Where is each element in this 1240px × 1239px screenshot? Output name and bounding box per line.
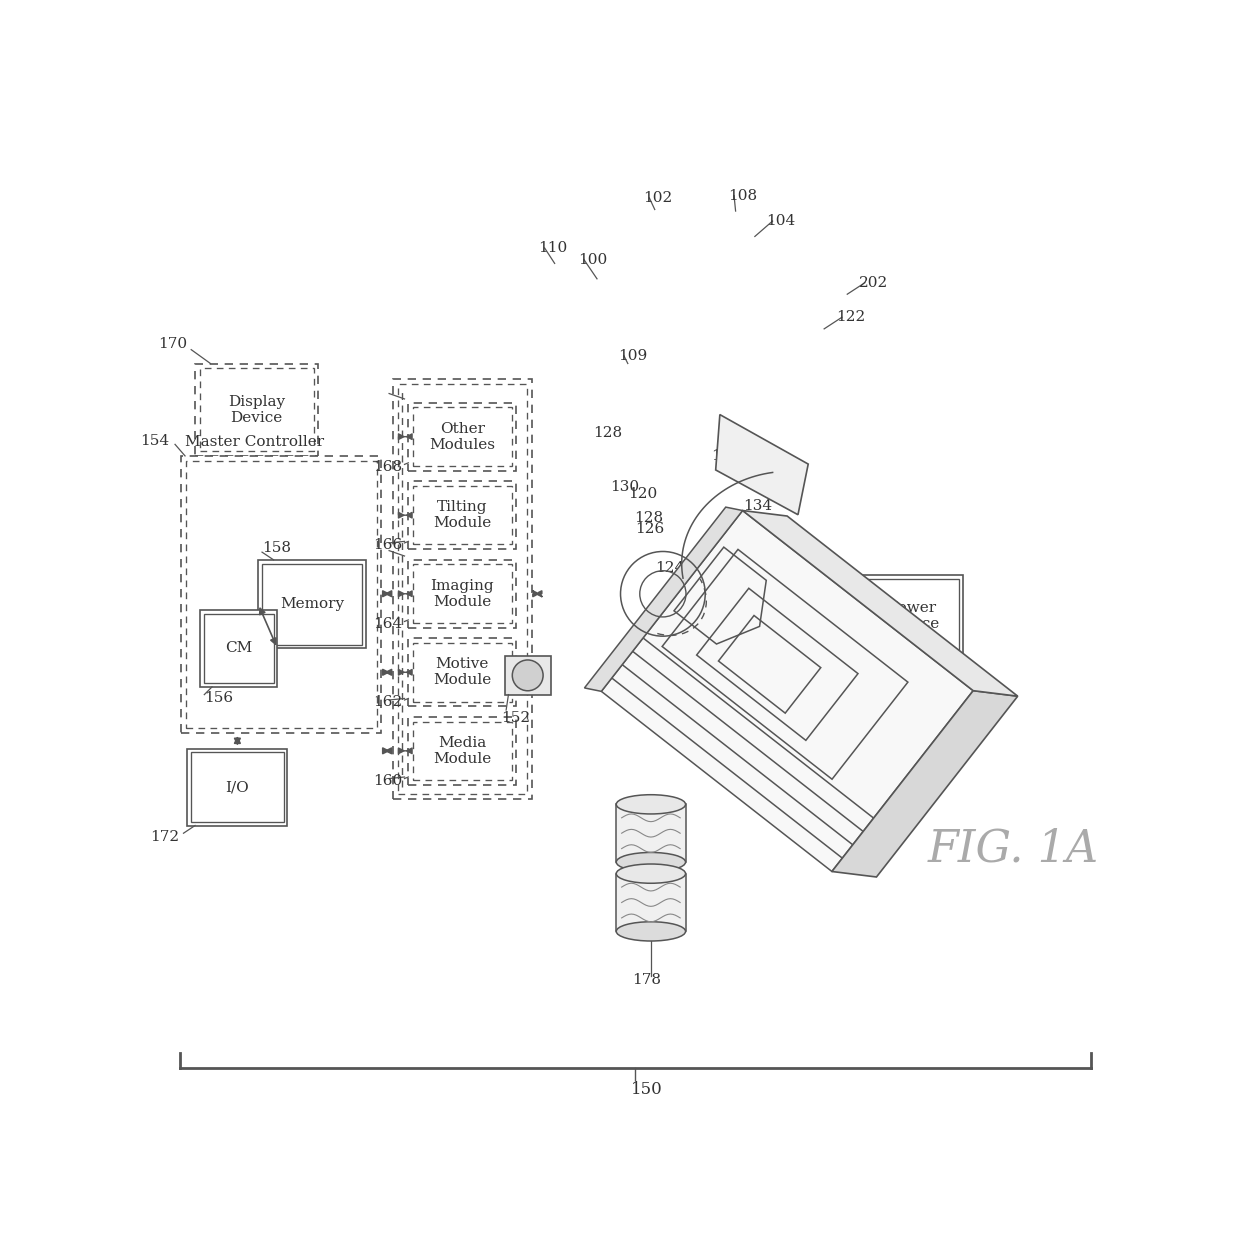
Polygon shape — [832, 690, 1018, 877]
Bar — [187, 748, 288, 825]
Polygon shape — [584, 507, 743, 691]
Text: 134: 134 — [743, 499, 773, 513]
Ellipse shape — [616, 852, 686, 872]
Bar — [408, 403, 516, 471]
Text: 106: 106 — [755, 541, 784, 555]
Text: Memory: Memory — [280, 597, 345, 611]
Text: Tilting
Module: Tilting Module — [433, 501, 491, 530]
Text: 152: 152 — [501, 711, 529, 725]
Text: 158: 158 — [262, 541, 291, 555]
Text: 156: 156 — [205, 691, 233, 705]
Text: 192: 192 — [822, 668, 851, 683]
Bar — [863, 575, 962, 657]
Circle shape — [512, 660, 543, 691]
Bar — [616, 804, 686, 862]
Text: FIG. 1A: FIG. 1A — [928, 826, 1099, 870]
Bar — [195, 363, 319, 456]
Text: 104: 104 — [766, 214, 796, 228]
Text: 109: 109 — [618, 349, 647, 363]
Text: 126: 126 — [635, 522, 665, 536]
Bar — [413, 721, 512, 781]
Polygon shape — [601, 564, 931, 871]
Bar — [186, 461, 377, 729]
Bar — [413, 565, 512, 623]
Text: 107: 107 — [812, 565, 842, 579]
Polygon shape — [743, 510, 1018, 696]
Text: 164: 164 — [373, 617, 402, 631]
Text: 202: 202 — [859, 275, 888, 290]
Text: Master Controller: Master Controller — [185, 435, 324, 449]
Bar — [398, 384, 527, 794]
Ellipse shape — [616, 922, 686, 940]
Text: Display
Device: Display Device — [228, 394, 285, 425]
Text: Imaging
Module: Imaging Module — [430, 579, 494, 608]
Text: 178: 178 — [632, 973, 662, 986]
Bar — [616, 873, 686, 932]
Text: 130: 130 — [610, 479, 639, 493]
Text: 168: 168 — [373, 460, 402, 473]
Text: 190: 190 — [878, 664, 908, 679]
Text: 120: 120 — [627, 487, 657, 502]
Text: 172: 172 — [150, 830, 180, 844]
Bar — [867, 579, 959, 652]
Bar — [181, 456, 382, 733]
Bar — [393, 379, 532, 799]
Bar — [408, 481, 516, 549]
Text: 122: 122 — [836, 310, 866, 325]
Text: 132: 132 — [711, 449, 740, 463]
Ellipse shape — [616, 864, 686, 883]
Ellipse shape — [616, 794, 686, 814]
Bar — [413, 408, 512, 466]
Bar — [408, 717, 516, 784]
Bar — [408, 560, 516, 628]
Text: 108: 108 — [728, 188, 758, 203]
Text: 160: 160 — [373, 774, 402, 788]
Text: 116: 116 — [666, 603, 696, 617]
Polygon shape — [632, 524, 962, 831]
Text: Motive
Module: Motive Module — [433, 657, 491, 688]
Text: 100: 100 — [578, 253, 608, 266]
Bar — [413, 486, 512, 544]
Text: I/O: I/O — [226, 781, 249, 794]
Text: 154: 154 — [140, 434, 170, 447]
Polygon shape — [715, 415, 808, 514]
Bar — [408, 638, 516, 706]
Bar — [262, 564, 362, 644]
Bar — [413, 643, 512, 701]
Text: Other
Modules: Other Modules — [429, 421, 495, 452]
Polygon shape — [644, 510, 973, 818]
Bar — [205, 613, 274, 683]
Text: 110: 110 — [538, 242, 568, 255]
Text: 128: 128 — [593, 426, 622, 440]
Bar — [505, 657, 551, 695]
Text: 170: 170 — [159, 337, 187, 352]
Text: Power
Source: Power Source — [885, 601, 940, 631]
Bar — [201, 610, 278, 686]
Polygon shape — [611, 550, 942, 859]
Text: Media
Module: Media Module — [433, 736, 491, 766]
Bar — [258, 560, 366, 648]
Text: 124: 124 — [655, 560, 684, 575]
Text: 166: 166 — [373, 538, 402, 553]
Text: 150: 150 — [631, 1082, 663, 1098]
Polygon shape — [622, 538, 952, 845]
Bar — [191, 752, 284, 821]
Text: CM: CM — [226, 642, 253, 655]
Text: 102: 102 — [644, 191, 672, 204]
Text: 162: 162 — [373, 695, 402, 709]
Bar — [200, 368, 314, 451]
Text: 114: 114 — [774, 607, 804, 621]
Text: 180: 180 — [629, 914, 657, 929]
Text: 128: 128 — [634, 510, 663, 524]
